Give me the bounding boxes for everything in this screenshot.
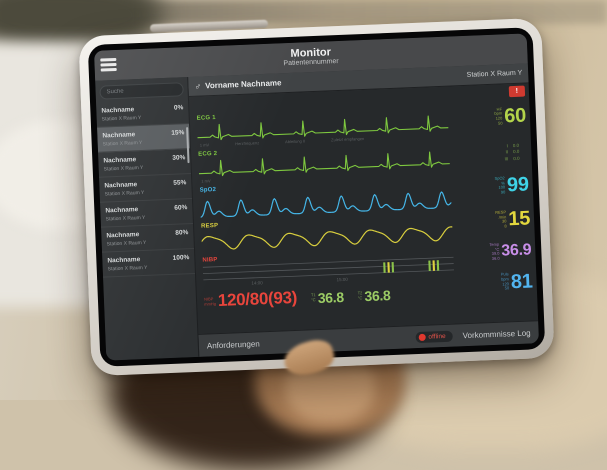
patient-percent: 0% — [173, 104, 184, 112]
temp1-meta-unit: °C — [311, 297, 316, 303]
patient-percent: 80% — [175, 229, 189, 237]
vital-resp: RESP/min 30 8 15 — [495, 207, 531, 231]
puls-value: 81 — [510, 270, 533, 293]
offline-status-pill: offline — [415, 330, 453, 343]
requests-button[interactable]: Anforderungen — [206, 338, 260, 351]
patient-percent: 15% — [171, 129, 185, 137]
temp2-value-block: T2 °C 36.8 — [357, 287, 391, 305]
waveform-column: ECG 1 1 mV Herzfrequenz Ableitung II Zul… — [196, 89, 456, 334]
monitor-main-panel: ♂ Vorname Nachname Station X Raum Y ECG … — [188, 63, 540, 357]
patient-percent: 55% — [173, 179, 187, 187]
alarm-bell-icon[interactable]: ! — [508, 85, 526, 98]
hr-value: 60 — [503, 104, 527, 128]
trend-axis-label: 15:00 — [336, 276, 348, 283]
offline-label: offline — [428, 332, 446, 341]
patient-list-item[interactable]: Nachname 100% Station X Raum Y — [102, 248, 195, 278]
vital-spo2: SpO2% 100 90 99 — [494, 173, 530, 197]
ecg-scale-label: 1 mV — [199, 142, 210, 148]
st-values-block: I 0.0 II 0.0 III 0.0 — [504, 142, 520, 162]
patient-search-input[interactable] — [99, 82, 184, 100]
patient-list-item[interactable]: Nachname 60% Station X Raum Y — [100, 198, 193, 228]
vitals-column: ! HF bpm 120 50 60 I 0.0 — [451, 85, 533, 295]
spo2-value: 99 — [506, 173, 530, 197]
vital-puls: Puls bpm 120 50 81 — [500, 270, 533, 293]
status-dot-icon — [418, 333, 426, 341]
app-subtitle: Patientennummer — [283, 58, 339, 68]
trend-axis-label: 14:00 — [251, 280, 263, 286]
ecg-annotation: Ableitung II — [285, 138, 306, 145]
incident-log-button[interactable]: Vorkommnisse Log — [462, 328, 531, 340]
patient-percent: 30% — [172, 154, 186, 162]
temp-value: 36.9 — [501, 241, 532, 261]
temp1-value-block: T1 °C 36.8 — [311, 288, 345, 307]
patient-list-item[interactable]: Nachname 15% Station X Raum Y — [97, 124, 190, 153]
patient-percent: 60% — [174, 204, 188, 212]
resp-value: 15 — [507, 207, 531, 231]
patient-list-item[interactable]: Nachname 80% Station X Raum Y — [101, 223, 194, 253]
patient-percent: 100% — [172, 254, 190, 262]
patient-location-header: Station X Raum Y — [466, 69, 523, 79]
patient-list-item[interactable]: Nachname 0% Station X Raum Y — [96, 99, 189, 128]
temp2-value: 36.8 — [364, 287, 391, 305]
temp1-value: 36.8 — [317, 288, 345, 307]
vital-temp: Temp °C 39.0 36.0 36.9 — [489, 241, 532, 262]
ecg-scale-label: 1 mV — [201, 178, 211, 184]
hamburger-menu-icon[interactable] — [100, 57, 117, 72]
patient-list-item[interactable]: Nachname 30% Station X Raum Y — [98, 149, 191, 178]
patient-list-item[interactable]: Nachname 55% Station X Raum Y — [99, 174, 192, 203]
ecg-annotation: Herzfrequenz — [235, 140, 260, 147]
vitals-content: ECG 1 1 mV Herzfrequenz Ableitung II Zul… — [189, 83, 538, 333]
ecg-annotation: Zuletzt empfangen — [330, 136, 365, 143]
temp2-meta-unit: °C — [357, 295, 363, 301]
male-icon: ♂ — [194, 81, 202, 92]
nibp-meta-unit: mmHg — [204, 301, 217, 307]
nibp-value: 120/80(93) — [217, 287, 298, 311]
nibp-value-block: NIBP mmHg 120/80(93) — [204, 287, 298, 311]
patient-name-header: Vorname Nachname — [205, 78, 282, 91]
vital-hr: HF bpm 120 50 60 — [494, 104, 527, 128]
